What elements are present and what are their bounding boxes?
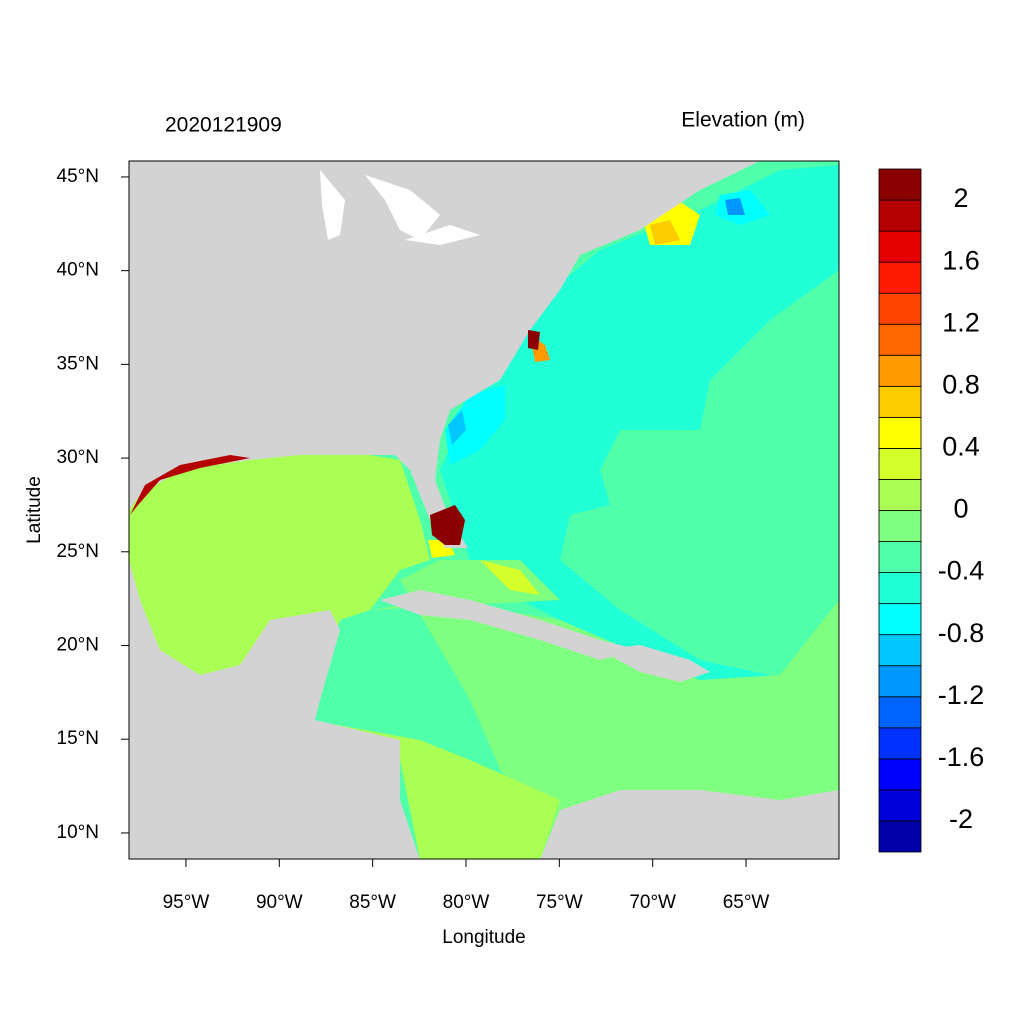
- x-tick-label: 95°W: [163, 892, 210, 913]
- y-tick-label: 25°N: [57, 541, 99, 562]
- colorbar-label: 0: [953, 494, 968, 524]
- x-tick-label: 85°W: [349, 892, 396, 913]
- colorbar-box: [878, 634, 922, 667]
- colorbar-box: [878, 541, 922, 573]
- colorbar-box: [878, 758, 922, 791]
- colorbar-label: 1.2: [942, 307, 980, 337]
- ocean-field: [448, 410, 466, 445]
- y-tick-label: 45°N: [57, 166, 99, 187]
- colorbar-box: [878, 479, 922, 511]
- colorbar-box: [878, 572, 922, 605]
- colorbar-box: [878, 292, 922, 325]
- colorbar-box: [878, 199, 922, 232]
- colorbar-label: 2: [953, 183, 968, 213]
- colorbar-box: [878, 603, 922, 636]
- y-tick-label: 10°N: [57, 822, 99, 843]
- ocean-field: [445, 385, 505, 465]
- colorbar-box: [878, 696, 922, 729]
- colorbar-box: [878, 261, 922, 294]
- land: [380, 590, 640, 660]
- colorbar-label: -1.6: [938, 742, 985, 772]
- lake: [320, 170, 480, 245]
- colorbar-label: -0.4: [938, 556, 985, 586]
- y-tick-label: 40°N: [57, 260, 99, 281]
- land: [600, 645, 710, 682]
- ocean-field: [480, 560, 540, 595]
- colorbar-label: 0.8: [942, 369, 980, 399]
- colorbar-label: -1.2: [938, 680, 985, 710]
- map-field: [129, 161, 839, 859]
- colorbar-box: [878, 665, 922, 698]
- x-tick-label: 90°W: [256, 892, 303, 913]
- colorbar-label: 1.6: [942, 245, 980, 275]
- y-axis-label: Latitude: [24, 476, 45, 544]
- colorbar-box: [878, 385, 922, 418]
- colorbar-box: [878, 510, 922, 542]
- ocean-field: [725, 198, 745, 215]
- surge-area: [130, 455, 250, 515]
- colorbar-label: -0.8: [938, 618, 985, 648]
- colorbar-box: [878, 789, 922, 822]
- ocean-field: [129, 450, 560, 859]
- colorbar-box: [878, 820, 922, 853]
- colorbar-box: [878, 230, 922, 263]
- colorbar-box: [878, 416, 922, 449]
- y-tick-label: 20°N: [57, 635, 99, 656]
- land: [129, 720, 420, 859]
- land: [129, 161, 760, 548]
- title-right: Elevation (m): [681, 109, 805, 132]
- colorbar-label: -2: [949, 804, 973, 834]
- colorbar-box: [878, 448, 922, 480]
- x-tick-label: 70°W: [629, 892, 676, 913]
- ocean-field: [370, 560, 839, 859]
- x-tick-label: 80°W: [443, 892, 490, 913]
- land: [129, 560, 340, 720]
- ocean-field: [650, 220, 680, 245]
- x-tick-label: 75°W: [536, 892, 583, 913]
- surge-area: [430, 505, 465, 545]
- y-tick-label: 15°N: [57, 728, 99, 749]
- land: [540, 790, 839, 859]
- colorbar-box: [878, 354, 922, 387]
- x-tick-label: 65°W: [723, 892, 770, 913]
- surge-area: [528, 330, 540, 350]
- ocean-field: [440, 165, 839, 690]
- plot-frame: [128, 160, 840, 860]
- colorbar-box: [878, 727, 922, 760]
- title-left: 2020121909: [165, 114, 282, 137]
- x-axis-label: Longitude: [442, 927, 525, 948]
- colorbar-box: [878, 323, 922, 356]
- colorbar-label: 0.4: [942, 432, 980, 462]
- y-tick-label: 35°N: [57, 353, 99, 374]
- y-tick-label: 30°N: [57, 447, 99, 468]
- colorbar-box: [878, 168, 922, 201]
